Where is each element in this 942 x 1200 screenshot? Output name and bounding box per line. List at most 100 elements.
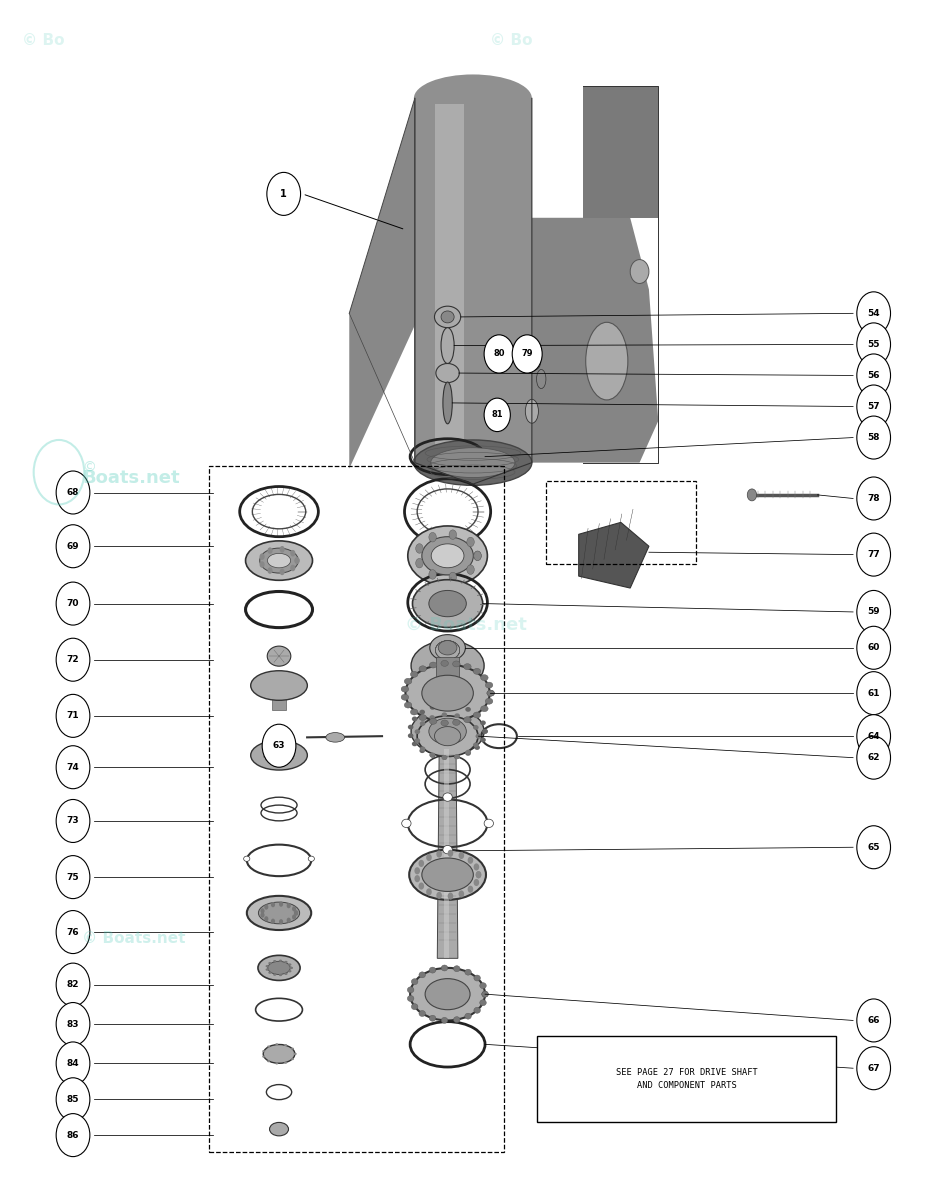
Circle shape (429, 570, 436, 580)
Ellipse shape (441, 965, 447, 971)
Polygon shape (414, 98, 532, 463)
Ellipse shape (268, 1045, 270, 1048)
Ellipse shape (464, 970, 471, 976)
Ellipse shape (430, 704, 435, 709)
Ellipse shape (465, 751, 471, 756)
Circle shape (467, 538, 474, 547)
Text: 77: 77 (868, 550, 880, 559)
Ellipse shape (422, 536, 473, 575)
Ellipse shape (479, 983, 486, 989)
Circle shape (857, 476, 890, 520)
Ellipse shape (481, 991, 488, 997)
Circle shape (436, 851, 442, 858)
Ellipse shape (247, 896, 311, 930)
Ellipse shape (408, 725, 414, 730)
Ellipse shape (586, 323, 628, 400)
Circle shape (857, 385, 890, 428)
Ellipse shape (411, 708, 484, 755)
Text: 62: 62 (868, 754, 880, 762)
Circle shape (429, 533, 436, 542)
Circle shape (447, 850, 453, 857)
Ellipse shape (430, 635, 465, 661)
Ellipse shape (266, 750, 268, 752)
Ellipse shape (454, 713, 460, 718)
Ellipse shape (268, 1060, 270, 1062)
Circle shape (414, 868, 420, 875)
Text: 78: 78 (868, 494, 880, 503)
Ellipse shape (409, 850, 486, 900)
Ellipse shape (442, 713, 447, 718)
Circle shape (286, 918, 291, 923)
Circle shape (436, 892, 442, 899)
FancyBboxPatch shape (537, 1036, 836, 1122)
Text: 63: 63 (273, 742, 285, 750)
Ellipse shape (292, 754, 295, 756)
Circle shape (467, 857, 473, 864)
Ellipse shape (294, 1052, 297, 1055)
Ellipse shape (442, 703, 447, 708)
Bar (546, 480, 696, 564)
Circle shape (418, 882, 424, 889)
Text: © Bo: © Bo (490, 32, 532, 48)
Circle shape (512, 335, 543, 373)
Ellipse shape (463, 664, 471, 670)
Ellipse shape (401, 695, 409, 701)
Circle shape (467, 886, 473, 893)
Circle shape (262, 725, 296, 767)
Ellipse shape (279, 960, 283, 962)
Ellipse shape (260, 548, 299, 574)
Ellipse shape (275, 1043, 278, 1045)
Ellipse shape (326, 732, 345, 742)
Circle shape (57, 799, 89, 842)
Circle shape (447, 893, 453, 900)
Circle shape (268, 547, 272, 554)
Circle shape (261, 908, 265, 913)
Ellipse shape (273, 973, 276, 976)
Ellipse shape (292, 754, 295, 756)
Circle shape (57, 745, 89, 788)
Ellipse shape (284, 761, 287, 763)
Circle shape (857, 715, 890, 757)
Ellipse shape (747, 488, 756, 500)
Ellipse shape (454, 755, 460, 760)
Ellipse shape (473, 743, 479, 748)
Ellipse shape (476, 733, 481, 738)
Ellipse shape (481, 991, 488, 997)
Text: © Boats.net: © Boats.net (405, 616, 528, 634)
Circle shape (630, 259, 649, 283)
Text: 55: 55 (868, 340, 880, 349)
Circle shape (467, 565, 474, 575)
Text: 81: 81 (492, 410, 503, 419)
Ellipse shape (268, 646, 291, 666)
Text: 74: 74 (67, 763, 79, 772)
Ellipse shape (266, 965, 268, 967)
Ellipse shape (464, 1013, 471, 1019)
Ellipse shape (480, 720, 486, 725)
Ellipse shape (422, 858, 473, 892)
Ellipse shape (262, 1056, 265, 1057)
Text: SEE PAGE 27 FOR DRIVE SHAFT
AND COMPONENT PARTS: SEE PAGE 27 FOR DRIVE SHAFT AND COMPONEN… (615, 1068, 757, 1090)
Ellipse shape (487, 690, 495, 696)
Circle shape (418, 860, 424, 866)
Circle shape (290, 550, 296, 557)
Ellipse shape (412, 716, 417, 721)
Ellipse shape (465, 718, 471, 722)
Ellipse shape (485, 698, 493, 704)
Ellipse shape (465, 707, 471, 712)
Circle shape (295, 557, 300, 564)
Ellipse shape (441, 311, 454, 323)
Ellipse shape (452, 661, 460, 667)
Circle shape (280, 546, 284, 552)
Ellipse shape (291, 1058, 294, 1060)
Circle shape (476, 871, 481, 878)
Ellipse shape (407, 996, 414, 1002)
Ellipse shape (284, 972, 287, 974)
Ellipse shape (441, 660, 448, 666)
Ellipse shape (443, 846, 452, 854)
Circle shape (292, 914, 296, 919)
Text: 59: 59 (868, 607, 880, 617)
Ellipse shape (405, 665, 490, 722)
Circle shape (279, 901, 284, 907)
Ellipse shape (284, 746, 287, 750)
Ellipse shape (487, 690, 495, 696)
